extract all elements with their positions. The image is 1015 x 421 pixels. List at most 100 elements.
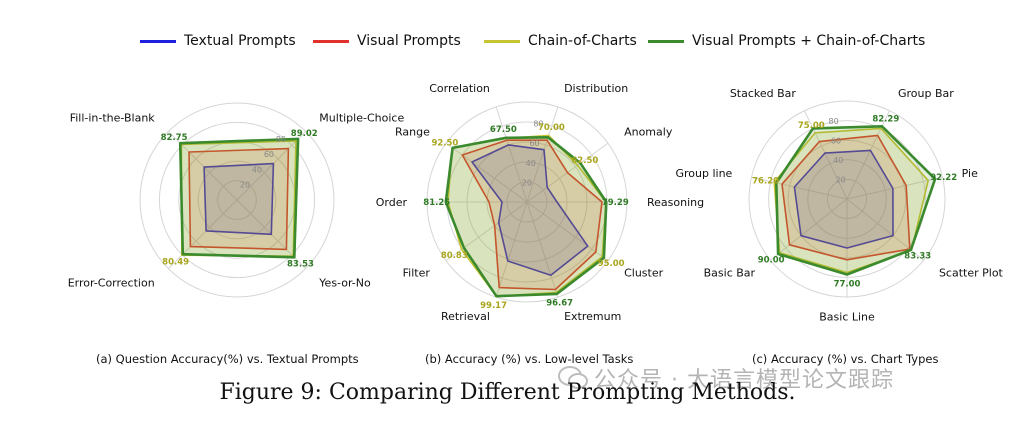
value-annotation: 82.29 [872,114,899,124]
radial-tick-label: 20 [240,181,250,190]
legend-item-coc: Chain-of-Charts [484,30,637,52]
grid-spoke [846,176,943,200]
value-annotation: 76.20 [752,176,779,186]
legend-item-textual: Textual Prompts [140,30,296,52]
series-visual-prompts [188,147,290,251]
axis-label-range: Range [395,125,430,138]
series-chain-of-charts [180,140,297,258]
axis-label-yes-or-no: Yes-or-No [318,276,371,289]
caption-a: (a) Question Accuracy(%) vs. Textual Pro… [96,352,359,366]
axis-label-distribution: Distribution [564,82,628,95]
axis-label-scatter-plot: Scatter Plot [939,266,1004,279]
axis-label-stacked-bar: Stacked Bar [730,87,797,100]
grid-spoke [445,201,528,262]
series-visual-prompts [781,134,911,261]
radial-tick-label: 80 [829,117,839,126]
value-annotation: 83.33 [904,251,931,261]
series-textual-prompts [793,149,894,249]
radial-tick-label: 40 [526,159,536,168]
value-annotation: 80.83 [441,251,468,261]
axis-label-order: Order [376,196,408,209]
watermark: 公众号 · 大语言模型论文跟踪 [558,362,894,394]
legend-label-textual: Textual Prompts [184,33,296,49]
axis-label-basic-bar: Basic Bar [704,266,756,279]
grid-spoke [804,110,848,200]
radial-tick-label: 20 [836,176,846,185]
value-annotation: 80.49 [162,257,189,267]
axis-label-anomaly: Anomaly [624,125,673,138]
grid-circle [217,180,257,220]
series-visual-prompts-chain-of-charts [444,136,608,298]
legend-swatch-coc [484,39,520,43]
figure-title: Figure 9: Comparing Different Prompting … [219,380,796,405]
watermark-text: 公众号 · 大语言模型论文跟踪 [594,368,894,393]
axis-label-basic-line: Basic Line [819,311,875,324]
radial-tick-label: 60 [264,150,274,159]
axis-label-fill-in-the-blank: Fill-in-the-Blank [70,112,156,125]
legend: Textual Prompts Visual Prompts Chain-of-… [0,0,1015,60]
radial-tick-label: 40 [252,165,262,174]
axis-label-pie: Pie [962,167,978,180]
value-annotation: 75.00 [798,121,825,131]
radial-tick-label: 80 [276,135,286,144]
series-visual-prompts [461,139,603,291]
value-annotation: 83.53 [287,259,314,269]
grid-spoke [526,106,559,203]
grid-circle [158,121,316,279]
series-textual-prompts [203,162,275,236]
axis-label-reasoning: Reasoning [647,196,704,209]
axis-label-group-line: Group line [675,167,732,180]
value-annotation: 81.25 [423,198,450,208]
axis-label-extremum: Extremum [564,310,621,323]
axis-label-multiple-choice: Multiple-Choice [319,112,404,125]
wechat-icon [558,366,588,389]
series-chain-of-charts [773,127,930,274]
grid-spoke [168,199,238,269]
value-annotation: 96.67 [546,298,573,308]
axis-label-filter: Filter [403,267,431,280]
axis-label-group-bar: Group Bar [898,87,954,100]
grid-circle [139,102,335,298]
value-annotation: 99.17 [480,301,507,311]
radar-chart-3: 20 40 60 80 Group Bar Pie Scatter Plot Basic Li… [675,87,1003,324]
grid-spoke [526,201,559,298]
radial-tick-label: 60 [529,139,539,148]
radial-tick-label: 20 [522,178,532,187]
value-annotation: 92.22 [930,173,957,183]
legend-label-visual: Visual Prompts [357,33,461,49]
legend-swatch-vp-coc [648,39,684,43]
axis-label-cluster: Cluster [624,267,664,280]
axis-label-error-correction: Error-Correction [68,276,155,289]
radial-tick-label: 60 [831,137,841,146]
radar-charts: 20406080Multiple-ChoiceYes-or-NoError-Co… [68,82,1004,324]
value-annotation: 67.50 [490,125,517,135]
grid-spoke [236,131,306,201]
value-annotation: 82.75 [161,133,188,143]
grid-spoke [495,106,528,203]
value-annotation: 92.50 [431,138,458,148]
value-annotation: 95.00 [598,259,625,269]
grid-circle [197,160,277,240]
radial-tick-label: 40 [833,156,843,165]
value-annotation: 62.50 [571,156,598,166]
legend-item-vp-coc: Visual Prompts + Chain-of-Charts [648,30,925,52]
legend-item-visual: Visual Prompts [313,30,461,52]
grid-spoke [526,201,609,262]
series-textual-prompts [471,144,589,277]
legend-label-coc: Chain-of-Charts [528,33,637,49]
radar-chart-2: 20 40 60 80 Distribution Anomaly Reasoning Clus… [376,82,704,323]
radial-tick-label: 80 [533,120,543,129]
legend-swatch-textual [140,39,176,43]
legend-swatch-visual [313,39,349,43]
grid-spoke [445,142,528,203]
value-annotation: 90.00 [758,256,785,266]
grid-spoke [751,176,848,200]
value-annotation: 70.00 [538,123,565,133]
grid-spoke [495,201,528,298]
value-annotation: 79.29 [602,198,629,208]
axis-label-correlation: Correlation [429,82,490,95]
caption-c: (c) Accuracy (%) vs. Chart Types [752,352,939,366]
grid-spoke [770,198,848,261]
caption-b: (b) Accuracy (%) vs. Low-level Tasks [425,352,634,366]
